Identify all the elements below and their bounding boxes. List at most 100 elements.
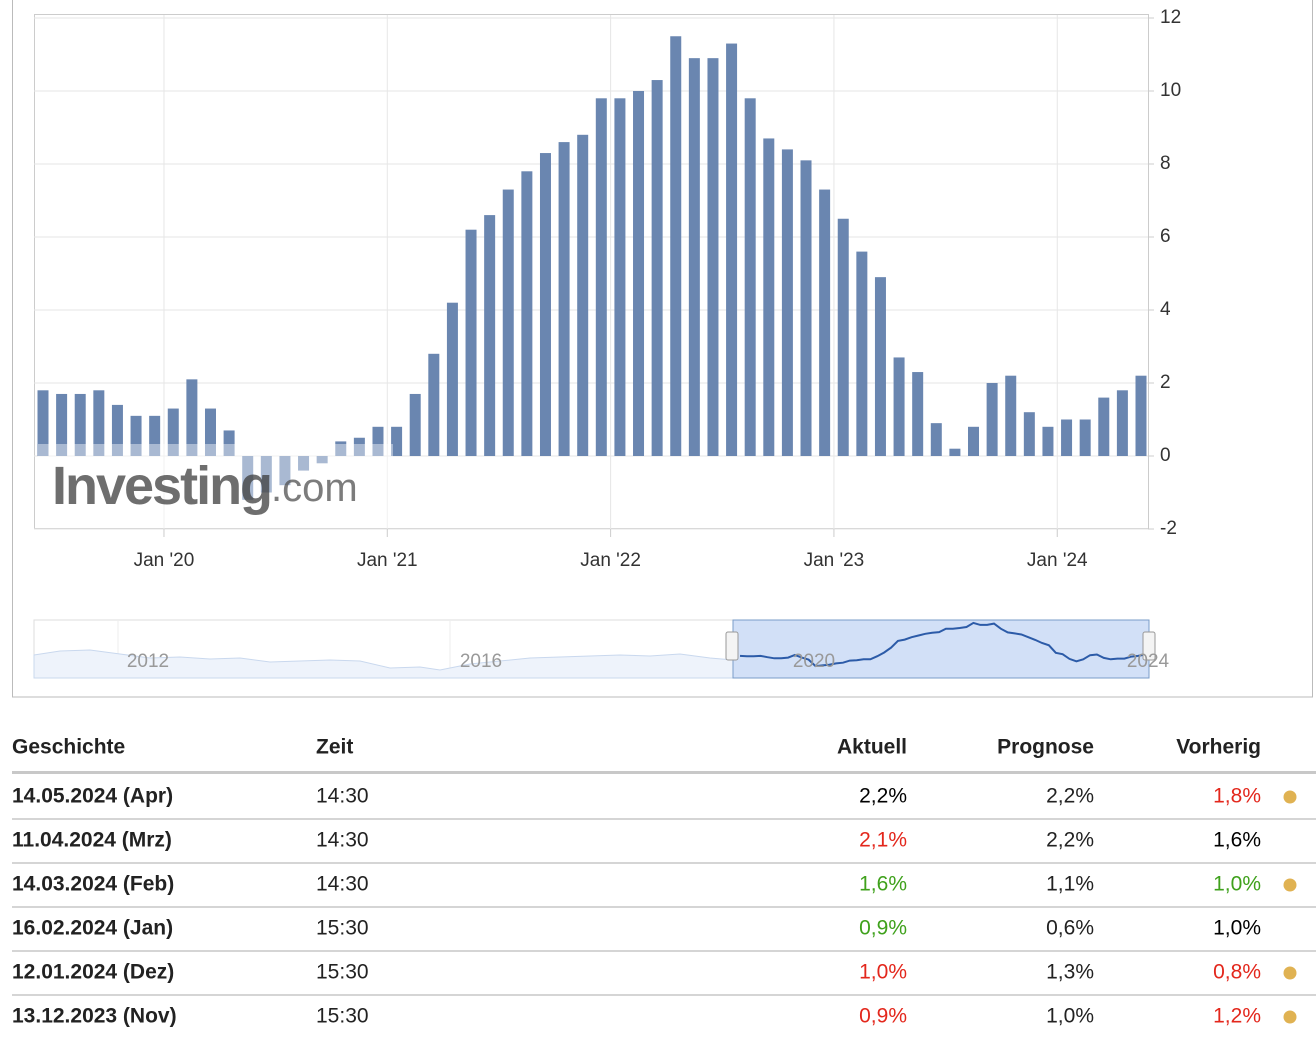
navigator-handle[interactable] [725, 631, 739, 661]
time-cell: 15:30 [316, 961, 369, 984]
forecast-cell: 1,0% [1046, 1005, 1094, 1028]
bar [1061, 419, 1073, 456]
time-cell: 14:30 [316, 829, 369, 852]
bar [279, 456, 291, 486]
bar [893, 357, 905, 456]
table: Geschichte Zeit Aktuell Prognose Vorherig 14.… [12, 736, 1316, 1028]
row-rule [12, 818, 1316, 820]
bar [56, 393, 68, 456]
bar [335, 441, 347, 456]
forecast-cell: 1,1% [1046, 873, 1094, 896]
date-cell: 14.05.2024 (Apr) [12, 785, 173, 808]
forecast-cell: 2,2% [1046, 785, 1094, 808]
row-rule [12, 906, 1316, 908]
actual-cell: 2,1% [859, 829, 907, 852]
navigator-handle[interactable] [1142, 631, 1156, 661]
logo-main: Investing [52, 456, 271, 516]
y-tick-label: 6 [1160, 226, 1171, 247]
x-tick-label: Jan '21 [357, 550, 418, 571]
logo-text: Investing.com [52, 456, 358, 516]
bar [428, 353, 440, 456]
date-cell: 14.03.2024 (Feb) [12, 873, 174, 896]
column-header: Geschichte [12, 736, 125, 759]
previous-cell: 1,2% [1213, 1005, 1261, 1028]
x-tick-label: Jan '24 [1027, 550, 1088, 571]
bar [856, 251, 868, 456]
bar [186, 379, 198, 456]
bar [763, 138, 775, 456]
bar [298, 456, 310, 471]
bar [502, 189, 514, 457]
bar [539, 153, 551, 457]
row-rule [12, 994, 1316, 996]
navigator-history [33, 649, 734, 679]
bar [949, 448, 961, 456]
bar [74, 393, 86, 456]
bar [409, 393, 421, 456]
previous-cell: 1,8% [1213, 785, 1261, 808]
bar [93, 390, 105, 456]
column-header: Vorherig [1176, 736, 1261, 759]
column-header: Zeit [316, 736, 353, 759]
bar [930, 423, 942, 456]
bar [37, 390, 49, 456]
logo-suffix: .com [271, 466, 358, 510]
row-rule [12, 950, 1316, 952]
date-cell: 16.02.2024 (Jan) [12, 917, 173, 940]
bar [837, 218, 849, 456]
bar [874, 277, 886, 456]
revised-dot [1283, 1010, 1297, 1024]
actual-cell: 2,2% [859, 785, 907, 808]
forecast-cell: 1,3% [1046, 961, 1094, 984]
row-rule [12, 862, 1316, 864]
header-rule [12, 771, 1316, 774]
bar [558, 142, 570, 456]
bar [688, 58, 700, 457]
bar [986, 383, 998, 456]
revised-dot [1283, 878, 1297, 892]
bar [521, 171, 533, 457]
actual-cell: 1,6% [859, 873, 907, 896]
bar [670, 36, 682, 456]
actual-cell: 0,9% [859, 917, 907, 940]
bar [744, 98, 756, 457]
date-cell: 11.04.2024 (Mrz) [12, 829, 172, 852]
y-tick-label: 0 [1160, 445, 1171, 466]
bar [968, 426, 980, 456]
column-header: Prognose [997, 736, 1094, 759]
bar [391, 426, 403, 456]
bar [595, 98, 607, 457]
revised-dot [1283, 790, 1297, 804]
bar [149, 415, 161, 456]
previous-cell: 1,6% [1213, 829, 1261, 852]
y-tick-label: 12 [1160, 7, 1181, 28]
bar [242, 456, 254, 500]
bar [633, 91, 645, 456]
bar [484, 215, 496, 456]
navigator-label: 2016 [460, 651, 502, 672]
logo: Investing.com [38, 444, 393, 528]
y-tick-label: 10 [1160, 80, 1181, 101]
bar [316, 456, 328, 464]
bar [130, 415, 142, 456]
bar [1098, 397, 1110, 456]
revised-dot [1283, 966, 1297, 980]
bar [614, 98, 626, 457]
x-tick-label: Jan '22 [580, 550, 641, 571]
time-cell: 15:30 [316, 917, 369, 940]
bar [781, 149, 793, 456]
time-cell: 15:30 [316, 1005, 369, 1028]
bar [204, 408, 216, 456]
bar [446, 302, 458, 456]
actual-cell: 1,0% [859, 961, 907, 984]
bar [912, 372, 924, 456]
bar [111, 404, 123, 456]
actual-cell: 0,9% [859, 1005, 907, 1028]
logo-backdrop [38, 444, 393, 528]
x-tick-label: Jan '23 [804, 550, 865, 571]
forecast-cell: 2,2% [1046, 829, 1094, 852]
date-cell: 13.12.2023 (Nov) [12, 1005, 177, 1028]
previous-cell: 0,8% [1213, 961, 1261, 984]
